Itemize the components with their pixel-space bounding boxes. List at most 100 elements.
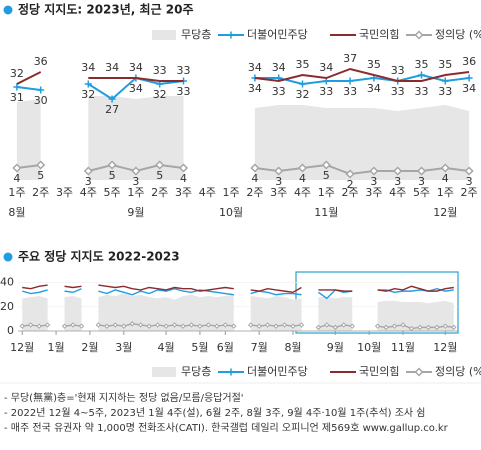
marker	[137, 322, 144, 328]
marker	[61, 323, 68, 329]
marker	[36, 323, 42, 329]
marker	[171, 322, 178, 328]
x-tick-label: 2주	[342, 186, 359, 199]
month-label: 10월	[219, 206, 243, 219]
legend-marker	[414, 367, 424, 377]
marker	[393, 166, 403, 176]
line	[16, 67, 470, 85]
data-label: 36	[34, 55, 48, 68]
marker	[222, 322, 229, 328]
legend-label: 무당층	[181, 28, 211, 41]
marker	[299, 80, 306, 88]
legend-marker	[414, 30, 424, 40]
title-bullet	[3, 252, 13, 262]
marker	[214, 323, 220, 329]
data-label: 37	[343, 52, 357, 65]
data-label: 34	[462, 82, 476, 95]
x-tick-label: 3월	[115, 341, 132, 354]
data-label: 31	[10, 91, 24, 104]
x-tick-label: 4월	[158, 341, 175, 354]
data-label: 4	[13, 172, 20, 185]
x-tick-label: 5주	[104, 186, 121, 199]
x-tick-label: 12월	[10, 341, 34, 354]
data-label: 33	[319, 85, 333, 98]
chart-title: 주요 정당 지지도 2022-2023	[18, 249, 180, 264]
data-label: 35	[438, 58, 452, 71]
data-label: 5	[37, 169, 44, 182]
marker	[418, 71, 425, 79]
marker	[416, 166, 427, 176]
x-tick-label: 1월	[48, 341, 65, 354]
marker	[297, 163, 308, 173]
marker	[84, 80, 92, 88]
data-label: 32	[296, 88, 310, 101]
marker	[250, 163, 260, 173]
marker	[247, 322, 254, 328]
x-tick-label: 9월	[327, 341, 344, 354]
data-label: 3	[394, 175, 401, 188]
data-label: 33	[153, 64, 167, 77]
x-tick-label: 1주	[318, 186, 335, 199]
data-label: 34	[105, 61, 119, 74]
data-label: 34	[129, 82, 143, 95]
marker	[231, 323, 237, 329]
legend-label: 정의당 (%)	[435, 365, 481, 378]
marker	[107, 160, 117, 170]
data-label: 3	[418, 175, 425, 188]
marker	[121, 323, 127, 329]
marker	[442, 323, 449, 329]
area	[16, 96, 470, 180]
data-label: 35	[296, 58, 310, 71]
x-tick-label: 3주	[270, 186, 287, 199]
marker	[324, 322, 330, 328]
data-label: 5	[109, 169, 116, 182]
marker	[464, 166, 474, 176]
data-label: 32	[81, 88, 95, 101]
marker	[440, 163, 450, 173]
marker	[108, 95, 116, 103]
legend-swatch	[152, 367, 176, 377]
legend-label: 국민의힘	[359, 365, 399, 378]
data-label: 3	[85, 175, 92, 188]
x-tick-label: 3주	[365, 186, 382, 199]
legend-marker	[227, 368, 235, 376]
x-tick-label: 7월	[251, 341, 268, 354]
data-label: 32	[153, 88, 167, 101]
marker	[345, 169, 355, 179]
marker	[369, 166, 379, 176]
marker	[383, 324, 389, 331]
marker	[290, 323, 296, 329]
marker	[78, 323, 85, 329]
x-tick-label: 4주	[389, 186, 406, 199]
data-label: 30	[34, 94, 48, 107]
data-label: 34	[129, 61, 143, 74]
marker	[321, 160, 331, 170]
legend-label: 국민의힘	[359, 28, 399, 41]
y-tick-label: 40	[0, 276, 14, 289]
data-label: 5	[156, 169, 163, 182]
data-label: 34	[319, 61, 333, 74]
note: - 매주 전국 유권자 약 1,000명 전화조사(CATI). 한국갤럽 데일…	[4, 422, 449, 434]
x-tick-label: 4주	[294, 186, 311, 199]
data-label: 35	[415, 58, 429, 71]
marker	[37, 86, 45, 94]
marker	[417, 324, 423, 331]
line	[22, 287, 454, 300]
x-tick-label: 2주	[151, 186, 168, 199]
x-tick-label: 8월	[284, 341, 301, 354]
marker	[83, 166, 93, 176]
note: - 무당(無黨)층='현재 지지하는 정당 없음/모름/응답거절'	[4, 391, 244, 404]
x-tick-label: 6월	[217, 341, 234, 354]
data-label: 2	[347, 178, 354, 191]
area	[22, 293, 454, 331]
month-label: 11월	[314, 206, 338, 219]
data-label: 4	[251, 172, 258, 185]
marker	[374, 323, 381, 329]
x-tick-label: 2주	[32, 186, 49, 199]
marker	[163, 323, 169, 329]
marker	[349, 323, 355, 329]
marker	[112, 322, 119, 328]
x-tick-label: 3주	[175, 186, 192, 199]
month-label: 8월	[8, 206, 25, 219]
